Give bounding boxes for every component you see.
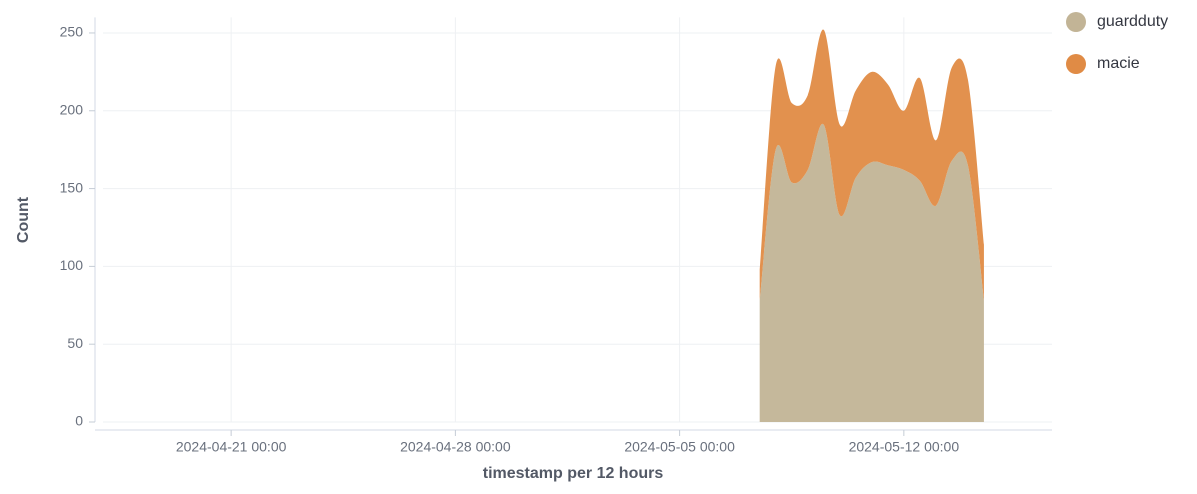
x-axis-title: timestamp per 12 hours bbox=[483, 465, 664, 482]
y-tick-label: 150 bbox=[60, 179, 84, 195]
y-tick-label: 50 bbox=[67, 335, 83, 351]
y-tick-label: 100 bbox=[60, 257, 84, 273]
legend-label: macie bbox=[1097, 55, 1140, 72]
y-tick-label: 0 bbox=[75, 413, 83, 429]
x-tick-label: 2024-04-28 00:00 bbox=[400, 439, 511, 455]
x-tick-label: 2024-04-21 00:00 bbox=[176, 439, 287, 455]
legend-swatch bbox=[1066, 12, 1086, 32]
legend-swatch bbox=[1066, 54, 1086, 74]
y-tick-label: 200 bbox=[60, 101, 84, 117]
legend-label: guardduty bbox=[1097, 13, 1168, 30]
area bbox=[759, 29, 984, 301]
area bbox=[759, 123, 984, 423]
y-axis-title: Count bbox=[15, 196, 32, 243]
x-tick-label: 2024-05-12 00:00 bbox=[849, 439, 960, 455]
y-tick-label: 250 bbox=[60, 24, 84, 40]
x-tick-label: 2024-05-05 00:00 bbox=[624, 439, 735, 455]
